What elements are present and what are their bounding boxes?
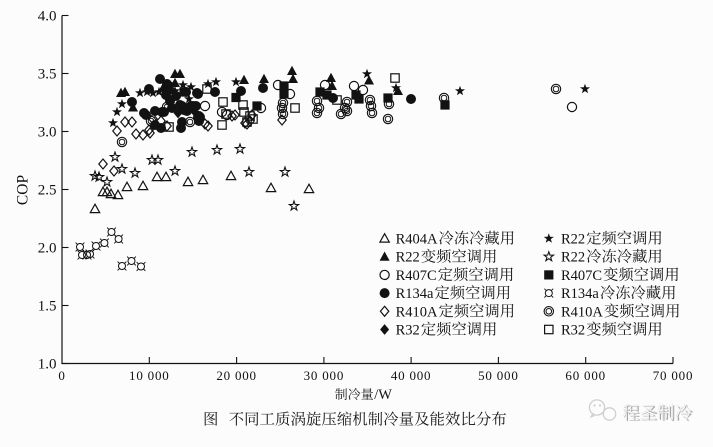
svg-text:R32: R32 [396, 323, 420, 339]
svg-text:1.5: 1.5 [38, 299, 57, 315]
svg-text:/W: /W [374, 387, 392, 403]
svg-text:R22: R22 [561, 232, 585, 248]
svg-text:0: 0 [58, 368, 65, 383]
svg-text:50 000: 50 000 [478, 368, 519, 383]
svg-text:2.0: 2.0 [38, 241, 57, 257]
svg-text:20 000: 20 000 [216, 368, 257, 383]
svg-text:R134a: R134a [396, 286, 434, 302]
svg-text:R407C: R407C [396, 268, 437, 284]
svg-text:40 000: 40 000 [391, 368, 432, 383]
svg-text:30 000: 30 000 [304, 368, 345, 383]
svg-text:R410A: R410A [396, 304, 438, 320]
svg-text:4.0: 4.0 [38, 9, 57, 25]
svg-text:10 000: 10 000 [129, 368, 170, 383]
svg-text:R134a: R134a [561, 286, 599, 302]
svg-text:R32: R32 [561, 323, 585, 339]
svg-text:R404A: R404A [396, 232, 438, 248]
svg-text:R22: R22 [396, 250, 420, 266]
svg-text:R22: R22 [561, 250, 585, 266]
svg-text:2.5: 2.5 [38, 183, 57, 199]
svg-text:3.0: 3.0 [38, 125, 57, 141]
svg-text:1.0: 1.0 [38, 357, 57, 373]
svg-text:R407C: R407C [561, 268, 602, 284]
svg-text:R410A: R410A [561, 304, 603, 320]
svg-text:COP: COP [15, 175, 32, 205]
svg-text:70 000: 70 000 [653, 368, 694, 383]
svg-text:3.5: 3.5 [38, 67, 57, 83]
svg-text:60 000: 60 000 [565, 368, 606, 383]
